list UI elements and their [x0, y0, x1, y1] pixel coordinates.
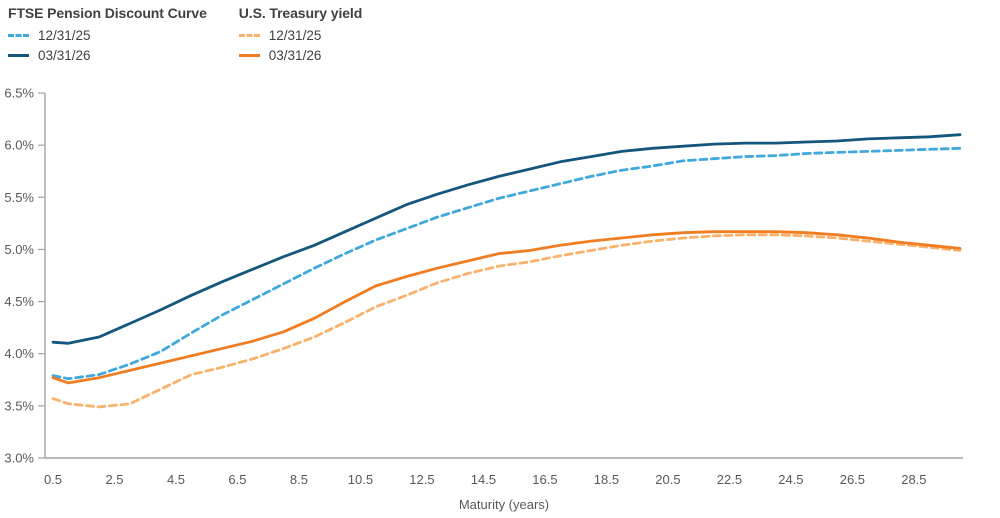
- legend-item-label: 03/31/26: [38, 47, 91, 63]
- legend-item: 03/31/26: [8, 45, 207, 65]
- y-tick-label: 3.0%: [4, 451, 34, 466]
- x-tick-label: 6.5: [228, 472, 246, 487]
- x-tick-label: 20.5: [655, 472, 680, 487]
- x-tick-label: 26.5: [840, 472, 865, 487]
- y-tick-label: 5.5%: [4, 190, 34, 205]
- x-tick-label: 16.5: [532, 472, 557, 487]
- y-tick-label: 6.0%: [4, 138, 34, 153]
- series-line-ftse-pension-discount-curve-12-31-25: [51, 146, 962, 381]
- legend-item-label: 03/31/26: [268, 47, 322, 63]
- x-tick-label: 14.5: [471, 472, 496, 487]
- dashed-line-swatch: [8, 33, 29, 37]
- x-axis-title: Maturity (years): [459, 497, 549, 512]
- x-tick-label: 12.5: [409, 472, 434, 487]
- legend-item: 03/31/26: [238, 45, 362, 65]
- x-tick-label: 0.5: [44, 472, 62, 487]
- legend-item-label: 12/31/25: [268, 27, 322, 43]
- legend-group-treasury: U.S. Treasury yield 12/31/25 03/31/26: [238, 5, 363, 65]
- solid-line-swatch: [8, 53, 29, 57]
- x-tick-label: 2.5: [105, 472, 123, 487]
- dashed-line-swatch: [238, 33, 260, 37]
- x-tick-label: 4.5: [167, 472, 185, 487]
- series-line-ftse-pension-discount-curve-03-31-26: [51, 133, 962, 345]
- x-tick-label: 10.5: [348, 472, 373, 487]
- y-tick-label: 4.5%: [4, 294, 34, 309]
- x-tick-label: 22.5: [717, 472, 742, 487]
- x-tick-label: 18.5: [594, 472, 619, 487]
- y-tick-label: 3.5%: [4, 398, 34, 413]
- y-tick-label: 5.0%: [4, 242, 34, 257]
- legend: FTSE Pension Discount Curve 12/31/25 03/…: [8, 5, 362, 65]
- y-tick-label: 6.5%: [4, 86, 34, 101]
- x-tick-label: 24.5: [778, 472, 803, 487]
- series-line-u-s-treasury-yield-12-31-25: [51, 233, 962, 409]
- y-tick-label: 4.0%: [4, 346, 34, 361]
- x-tick-label: 28.5: [901, 472, 926, 487]
- legend-item-label: 12/31/25: [38, 27, 91, 43]
- legend-item: 12/31/25: [238, 25, 362, 45]
- legend-group-ftse: FTSE Pension Discount Curve 12/31/25 03/…: [8, 5, 207, 65]
- solid-line-swatch: [238, 53, 260, 57]
- legend-item: 12/31/25: [8, 25, 207, 45]
- legend-group-title: FTSE Pension Discount Curve: [8, 5, 207, 21]
- series-line-u-s-treasury-yield-03-31-26: [51, 230, 962, 385]
- legend-group-title: U.S. Treasury yield: [238, 5, 363, 21]
- x-tick-label: 8.5: [290, 472, 308, 487]
